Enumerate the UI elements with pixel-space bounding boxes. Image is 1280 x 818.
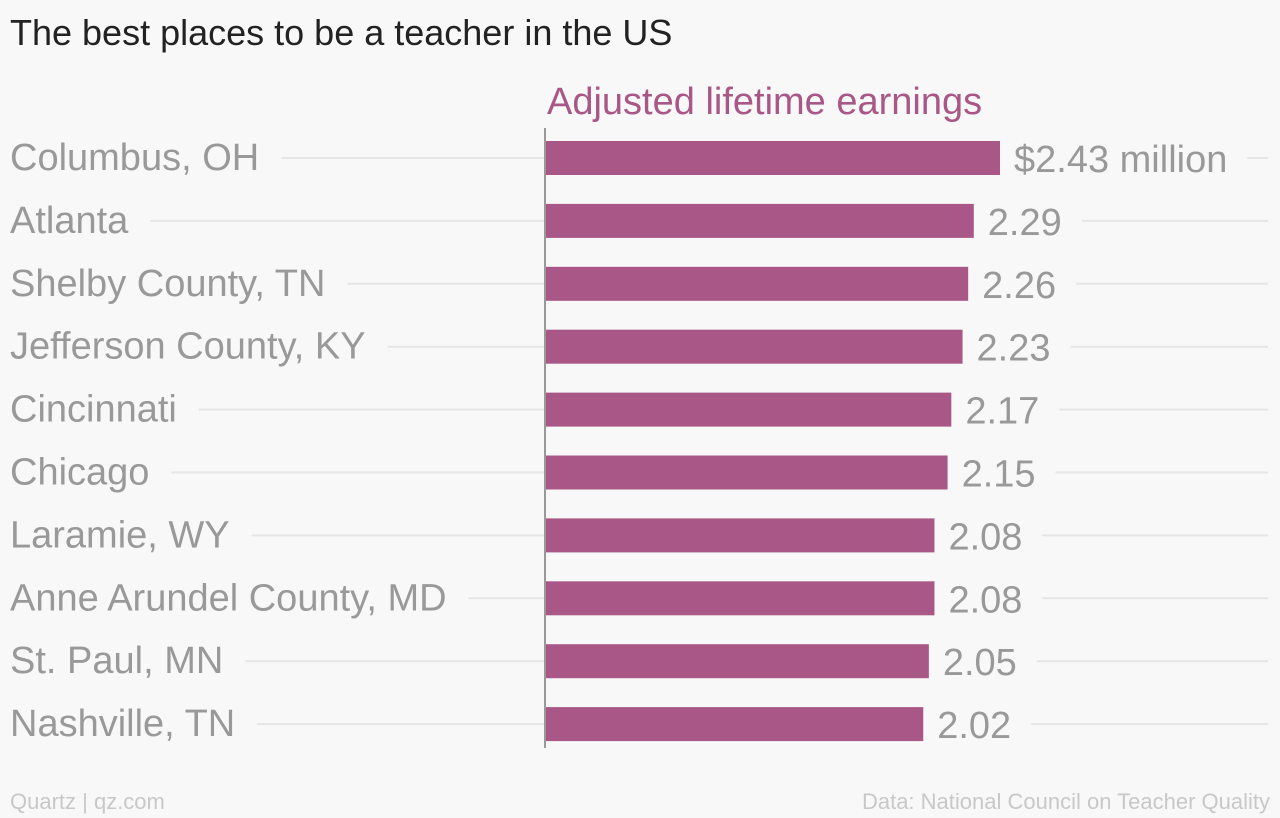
value-label: 2.17 [965, 391, 1039, 433]
category-label: Anne Arundel County, MD [10, 577, 447, 619]
bar [545, 581, 935, 616]
value-label: 2.05 [943, 642, 1017, 684]
category-label: Atlanta [10, 200, 129, 242]
bar [545, 392, 952, 427]
bar [545, 518, 935, 553]
footer-credit: Quartz | qz.com [10, 789, 165, 814]
bar [545, 644, 929, 679]
value-label: 2.02 [937, 705, 1011, 747]
category-label: St. Paul, MN [10, 640, 223, 682]
value-labels: $2.43 million 2.29 2.26 2.23 2.17 2.15 2.08 2.0… [937, 139, 1227, 747]
category-label: Shelby County, TN [10, 263, 325, 305]
footer-source: Data: National Council on Teacher Qualit… [861, 789, 1270, 814]
value-label: 2.08 [948, 579, 1022, 621]
value-label: 2.23 [977, 328, 1051, 370]
category-labels: Columbus, OH Atlanta Shelby County, TN Jeff… [10, 137, 447, 745]
bar [545, 141, 1000, 175]
category-label: Jefferson County, KY [10, 326, 366, 368]
bar [545, 329, 963, 364]
bars [545, 141, 1000, 742]
value-label: 2.15 [962, 454, 1036, 496]
value-label: 2.08 [948, 516, 1022, 558]
bar [545, 203, 974, 238]
gridlines [150, 157, 1268, 726]
category-label: Nashville, TN [10, 703, 235, 745]
category-label: Cincinnati [10, 389, 177, 431]
value-label: 2.29 [988, 202, 1062, 244]
bar [545, 266, 969, 301]
value-label: $2.43 million [1014, 139, 1227, 181]
category-label: Chicago [10, 452, 149, 494]
value-label: 2.26 [982, 265, 1056, 307]
category-label: Laramie, WY [10, 514, 230, 556]
bar [545, 455, 948, 490]
category-label: Columbus, OH [10, 137, 259, 179]
series-title: Adjusted lifetime earnings [547, 81, 982, 123]
chart-title: The best places to be a teacher in the U… [10, 12, 673, 53]
bar [545, 707, 924, 742]
